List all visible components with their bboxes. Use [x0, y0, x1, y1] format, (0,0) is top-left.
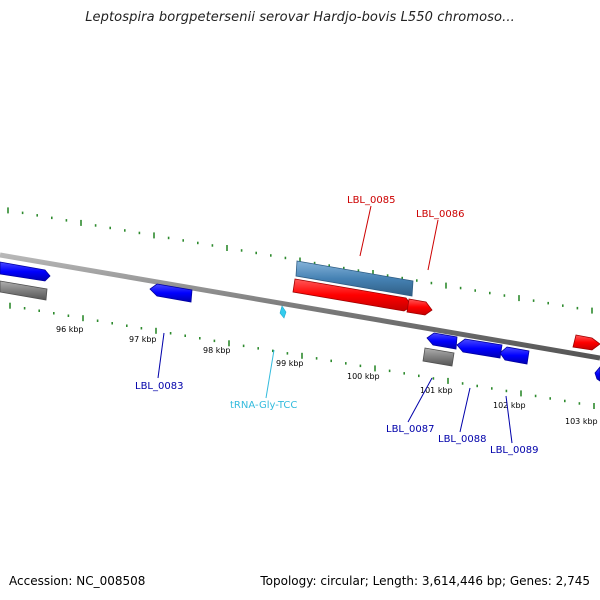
feature-right-edge-reverse-cds[interactable] [594, 366, 600, 382]
scale-label-103kbp: 103 kbp [565, 417, 598, 426]
chromosome-backbone [0, 252, 600, 361]
gene-label-lbl-0089[interactable]: LBL_0089 [490, 445, 538, 456]
map-title: Leptospira borgpetersenii serovar Hardjo… [85, 10, 515, 25]
feature-lbl-0087-gene[interactable] [422, 347, 455, 367]
scale-label-97kbp: 97 kbp [129, 335, 157, 344]
feature-left-edge-gene[interactable] [0, 280, 48, 301]
scale-label-102kbp: 102 kbp [493, 401, 526, 410]
scale-label-100kbp: 100 kbp [347, 372, 380, 381]
feature-trna-gly-tcc[interactable] [279, 305, 287, 319]
feature-lbl-0087-cds[interactable] [426, 332, 458, 350]
feature-lbl-0085-gene[interactable] [295, 260, 414, 297]
gene-label-lbl-0088[interactable]: LBL_0088 [438, 434, 486, 445]
leader-line-trna-gly-tcc [265, 349, 275, 399]
leader-line-lbl-0089 [505, 395, 513, 444]
genome-stats-label: Topology: circular; Length: 3,614,446 bp… [260, 574, 590, 588]
scale-label-101kbp: 101 kbp [420, 386, 453, 395]
gene-label-trna-gly-tcc[interactable]: tRNA-Gly-TCC [230, 400, 297, 411]
feature-right-edge-cds[interactable] [572, 334, 600, 351]
feature-lbl-0089-cds[interactable] [499, 346, 530, 365]
feature-lbl-0083-cds[interactable] [149, 283, 193, 303]
scale-label-96kbp: 96 kbp [56, 325, 84, 334]
gene-label-lbl-0087[interactable]: LBL_0087 [386, 424, 434, 435]
scale-label-98kbp: 98 kbp [203, 346, 231, 355]
outer-tick-ruler [7, 207, 593, 314]
scale-label-99kbp: 99 kbp [276, 359, 304, 368]
leader-line-lbl-0087 [407, 377, 433, 423]
leader-line-lbl-0088 [459, 387, 471, 433]
leader-line-lbl-0083 [157, 332, 165, 379]
feature-lbl-0086-cds[interactable] [406, 298, 433, 316]
leader-line-lbl-0086 [427, 219, 439, 271]
gene-label-lbl-0083[interactable]: LBL_0083 [135, 381, 183, 392]
leader-line-lbl-0085 [359, 205, 372, 257]
feature-left-edge-cds[interactable] [0, 261, 51, 282]
inner-tick-ruler [9, 302, 595, 409]
gene-label-lbl-0086[interactable]: LBL_0086 [416, 209, 464, 220]
feature-lbl-0088-cds[interactable] [456, 338, 503, 359]
accession-label: Accession: NC_008508 [9, 574, 146, 588]
gene-label-lbl-0085[interactable]: LBL_0085 [347, 195, 395, 206]
